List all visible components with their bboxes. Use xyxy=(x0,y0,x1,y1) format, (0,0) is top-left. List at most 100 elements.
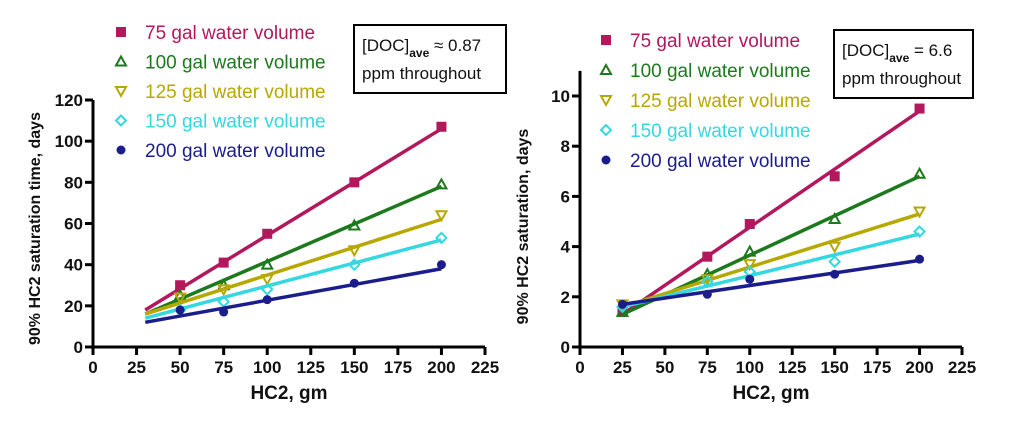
y-axis-label: 90% HC2 saturation time, days xyxy=(27,112,44,345)
data-point xyxy=(744,219,755,230)
data-point xyxy=(827,211,842,224)
legend-marker xyxy=(601,155,611,165)
data-point xyxy=(436,121,447,132)
series-125-gal xyxy=(144,210,449,316)
legend-label: 100 gal water volume xyxy=(145,53,326,74)
x-tick-label: 175 xyxy=(384,358,412,377)
series-75-gal xyxy=(144,121,447,312)
fit-line xyxy=(144,217,442,316)
y-axis-label: 90% HC2 saturation, days xyxy=(515,129,532,325)
x-axis-label: HC2, gm xyxy=(250,383,327,404)
x-tick-label: 0 xyxy=(575,358,584,377)
legend-label: 125 gal water volume xyxy=(145,82,326,103)
data-point xyxy=(829,171,840,182)
legend-label: 75 gal water volume xyxy=(145,23,315,44)
data-point xyxy=(260,282,274,296)
legend-marker xyxy=(599,123,613,137)
fit-line xyxy=(622,232,920,309)
doc-annotation-box: [DOC]ave = 6.6 ppm throughout xyxy=(833,29,974,99)
legend-marker xyxy=(114,54,128,67)
x-axis-label: HC2, gm xyxy=(732,383,809,404)
x-tick-label: 125 xyxy=(297,358,325,377)
data-point xyxy=(175,280,186,291)
data-point xyxy=(434,210,449,223)
annotation-main: [DOC] xyxy=(362,36,409,55)
y-tick-label: 0 xyxy=(561,338,570,357)
data-point xyxy=(915,254,925,264)
annotation-line-2: ppm throughout xyxy=(362,64,481,83)
legend-label: 200 gal water volume xyxy=(630,151,811,172)
doc-annotation-box: [DOC]ave ≈ 0.87 ppm throughout xyxy=(353,24,507,94)
series-150-gal xyxy=(144,231,448,320)
data-point xyxy=(700,267,715,280)
data-point xyxy=(347,245,362,258)
annotation-border xyxy=(353,24,507,94)
series-200-gal xyxy=(144,260,446,325)
data-point xyxy=(173,288,187,301)
data-point xyxy=(745,274,755,284)
fit-line xyxy=(621,109,921,316)
data-point xyxy=(828,255,842,269)
data-point xyxy=(434,177,449,190)
x-tick-label: 50 xyxy=(171,358,190,377)
legend-marker xyxy=(599,95,613,108)
fit-line xyxy=(621,212,921,309)
x-tick-label: 50 xyxy=(655,358,674,377)
fit-line xyxy=(144,267,442,325)
y-tick-label: 60 xyxy=(64,215,83,234)
annotation-subscript: ave xyxy=(409,46,429,60)
y-tick-label: 10 xyxy=(551,87,570,106)
legend-label: 150 gal water volume xyxy=(145,112,326,133)
annotation-line-1: [DOC]ave = 6.6 xyxy=(842,41,952,65)
data-point xyxy=(743,244,757,257)
data-point xyxy=(349,177,360,188)
x-tick-label: 225 xyxy=(471,358,499,377)
legend-label: 125 gal water volume xyxy=(630,91,811,112)
legend-label: 100 gal water volume xyxy=(630,61,811,82)
x-tick-label: 100 xyxy=(736,358,764,377)
annotation-value: ≈ 0.87 xyxy=(429,36,481,55)
data-point xyxy=(913,225,926,238)
fit-line xyxy=(622,258,920,307)
series-200-gal xyxy=(617,254,925,309)
data-point xyxy=(262,228,273,239)
annotation-value: = 6.6 xyxy=(909,41,952,60)
data-point xyxy=(260,257,274,270)
fit-line xyxy=(144,127,443,312)
y-tick-label: 20 xyxy=(64,297,83,316)
data-point xyxy=(912,206,927,219)
data-point xyxy=(175,305,185,315)
data-point xyxy=(912,166,927,179)
data-point xyxy=(218,257,229,268)
data-point xyxy=(349,278,359,288)
data-point xyxy=(827,241,842,254)
y-tick-label: 0 xyxy=(74,338,83,357)
legend-label: 150 gal water volume xyxy=(630,121,811,142)
x-tick-label: 125 xyxy=(778,358,806,377)
x-tick-label: 200 xyxy=(905,358,933,377)
data-point xyxy=(830,269,840,279)
data-point xyxy=(914,103,925,114)
x-tick-label: 225 xyxy=(948,358,976,377)
legend-label: 200 gal water volume xyxy=(145,141,326,162)
x-tick-label: 100 xyxy=(253,358,281,377)
legend-marker xyxy=(116,145,126,155)
legend-marker xyxy=(599,62,613,75)
x-tick-label: 200 xyxy=(427,358,455,377)
chart-panel-2: 0 25 50 75 100 125 150 175 200 225 0 2 4 6 8 10 HC2, gm 9… xyxy=(515,29,976,404)
y-tick-label: 4 xyxy=(561,238,571,257)
data-point xyxy=(347,218,362,231)
chart-panel-1: 0 25 50 75 100 125 150 175 200 225 0 20 40 60 80 100 120… xyxy=(27,23,507,404)
x-tick-label: 25 xyxy=(127,358,146,377)
x-tick-label: 150 xyxy=(340,358,368,377)
legend-marker xyxy=(114,86,128,99)
data-point xyxy=(219,307,229,317)
legend-marker xyxy=(116,27,126,37)
x-tick-label: 0 xyxy=(88,358,97,377)
x-tick-label: 25 xyxy=(613,358,632,377)
x-tick-label: 75 xyxy=(214,358,233,377)
data-point xyxy=(436,260,446,270)
annotation-subscript: ave xyxy=(889,51,909,65)
data-point xyxy=(435,231,448,245)
